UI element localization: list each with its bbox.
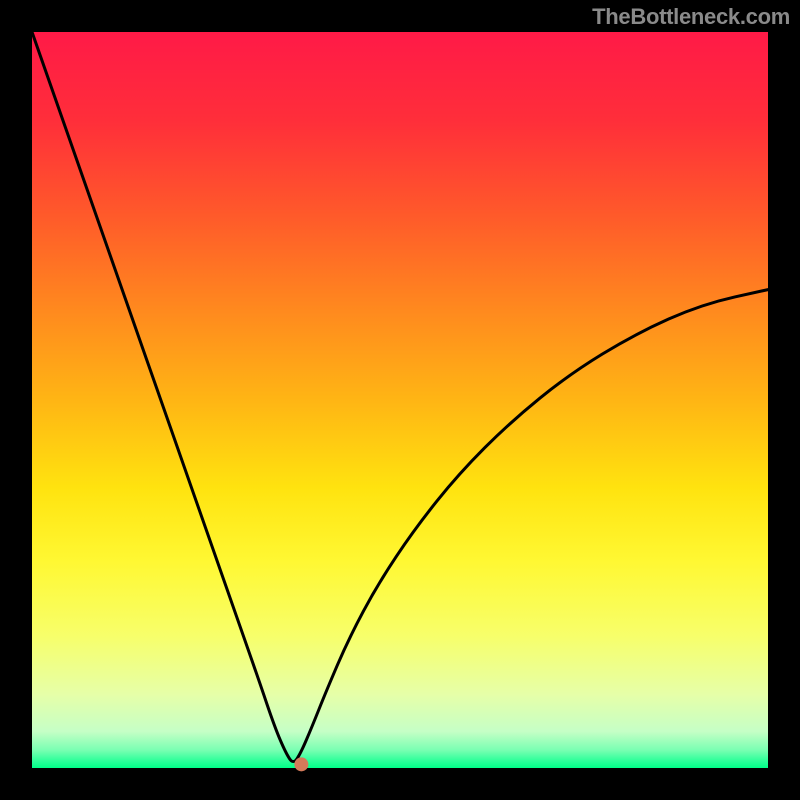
optimum-marker <box>294 757 308 771</box>
plot-area <box>32 32 768 768</box>
chart-svg <box>0 0 800 800</box>
watermark-text: TheBottleneck.com <box>592 4 790 30</box>
